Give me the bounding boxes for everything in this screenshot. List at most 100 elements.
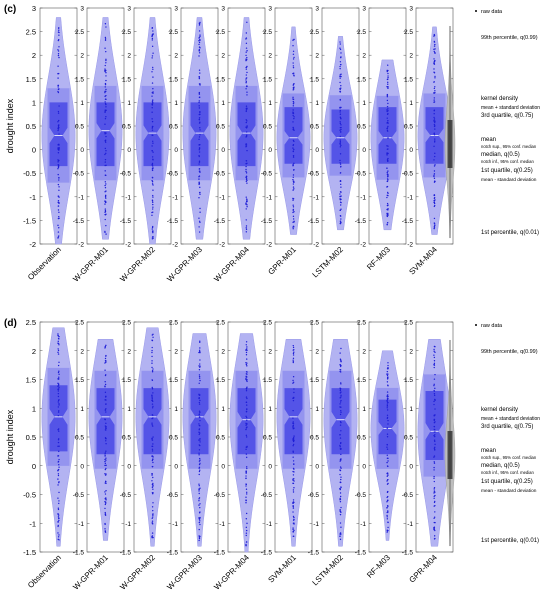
raw-data-point — [434, 138, 436, 140]
y-tick-label: -1 — [78, 194, 84, 201]
raw-data-point — [340, 63, 342, 66]
raw-data-point — [246, 446, 248, 449]
raw-data-point — [434, 491, 436, 493]
raw-data-point — [340, 118, 342, 120]
raw-data-point — [199, 411, 201, 414]
raw-data-point — [104, 359, 107, 362]
y-tick-label: -0.5 — [308, 171, 320, 178]
raw-data-point — [339, 41, 341, 43]
raw-data-point — [386, 443, 388, 446]
raw-data-point — [433, 133, 435, 135]
y-tick-label: -1.5 — [261, 550, 273, 557]
raw-data-point — [339, 139, 341, 141]
raw-data-point — [292, 511, 294, 513]
y-tick-label: 1.5 — [310, 377, 319, 384]
raw-data-point — [245, 434, 248, 437]
y-tick-label: 0 — [221, 147, 225, 154]
raw-data-point — [57, 406, 60, 408]
raw-data-point — [433, 113, 435, 115]
raw-data-point — [245, 170, 247, 173]
y-tick-label: -0.5 — [402, 171, 414, 178]
raw-data-point — [199, 363, 201, 365]
raw-data-point — [293, 148, 295, 151]
raw-data-point — [58, 519, 60, 522]
y-tick-label: 2.5 — [122, 320, 131, 327]
violin-7: -1.5 -1 -0.5 0 0.5 1 1.5 2 2.5 RF-M03 — [355, 320, 407, 580]
raw-data-point — [151, 399, 154, 402]
raw-data-point — [198, 220, 201, 222]
raw-data-point — [245, 436, 248, 438]
y-tick-label: 0.5 — [263, 124, 272, 131]
raw-data-point — [292, 199, 294, 201]
raw-data-point — [292, 163, 294, 166]
raw-data-point — [198, 539, 200, 542]
raw-data-point — [199, 171, 201, 173]
raw-data-point — [339, 180, 341, 182]
raw-data-point — [104, 68, 106, 70]
raw-data-point — [245, 415, 247, 418]
y-tick-label: -2 — [29, 240, 36, 249]
y-tick-label: 3 — [221, 6, 225, 13]
raw-data-point — [245, 219, 247, 221]
raw-data-point — [151, 55, 154, 57]
raw-data-point — [339, 522, 342, 524]
y-tick-label: -2 — [407, 242, 413, 249]
raw-data-point — [57, 371, 60, 374]
violin-3: -2 -1.5 -1 -0.5 0 0.5 1 1.5 2 2.5 3 W-GPR-M03 — [165, 6, 219, 284]
raw-data-point — [386, 501, 388, 503]
raw-data-point — [339, 509, 341, 511]
raw-data-point — [245, 180, 247, 183]
raw-data-point — [387, 157, 389, 160]
raw-data-point — [339, 434, 341, 436]
raw-data-point — [105, 457, 107, 459]
raw-data-point — [245, 121, 247, 124]
raw-data-point — [104, 425, 107, 427]
raw-data-point — [292, 437, 295, 440]
raw-data-point — [104, 70, 106, 73]
y-tick-label: 2.5 — [216, 29, 225, 36]
y-tick-label: 2 — [127, 348, 131, 355]
raw-data-point — [151, 35, 153, 38]
raw-data-point — [293, 86, 295, 88]
raw-data-point — [105, 233, 107, 235]
raw-data-point — [57, 455, 59, 457]
notched-box — [237, 102, 256, 167]
raw-data-point — [433, 461, 435, 463]
raw-data-point — [245, 105, 248, 107]
raw-data-point — [387, 160, 389, 162]
raw-data-point — [386, 370, 389, 373]
raw-data-point — [58, 445, 60, 447]
y-tick-label: 2 — [80, 53, 84, 60]
raw-data-point — [433, 390, 436, 392]
raw-data-point — [339, 538, 342, 541]
raw-data-point — [386, 78, 389, 81]
raw-data-point — [339, 159, 341, 162]
raw-data-point — [386, 397, 389, 399]
raw-data-point — [433, 35, 435, 37]
raw-data-point — [198, 401, 201, 404]
raw-data-point — [58, 502, 60, 505]
raw-data-point — [58, 403, 60, 405]
raw-data-point — [433, 125, 436, 128]
legend-raw-data: raw data — [481, 9, 503, 15]
raw-data-point — [57, 224, 59, 227]
raw-data-point — [292, 361, 295, 363]
raw-data-point — [387, 460, 389, 462]
raw-data-point — [152, 203, 154, 206]
raw-data-point — [245, 196, 247, 198]
raw-data-point — [152, 443, 154, 445]
raw-data-point — [104, 38, 107, 40]
raw-data-point — [198, 413, 201, 415]
raw-data-point — [433, 490, 436, 492]
raw-data-point — [151, 211, 153, 214]
raw-data-point — [151, 396, 153, 398]
raw-data-point — [387, 521, 389, 523]
raw-data-point — [199, 399, 201, 402]
raw-data-point — [245, 82, 247, 84]
raw-data-point — [198, 467, 200, 469]
raw-data-point — [245, 456, 248, 459]
raw-data-point — [340, 166, 342, 168]
raw-data-point — [105, 103, 107, 106]
raw-data-point — [105, 443, 107, 445]
raw-data-point — [434, 43, 436, 46]
